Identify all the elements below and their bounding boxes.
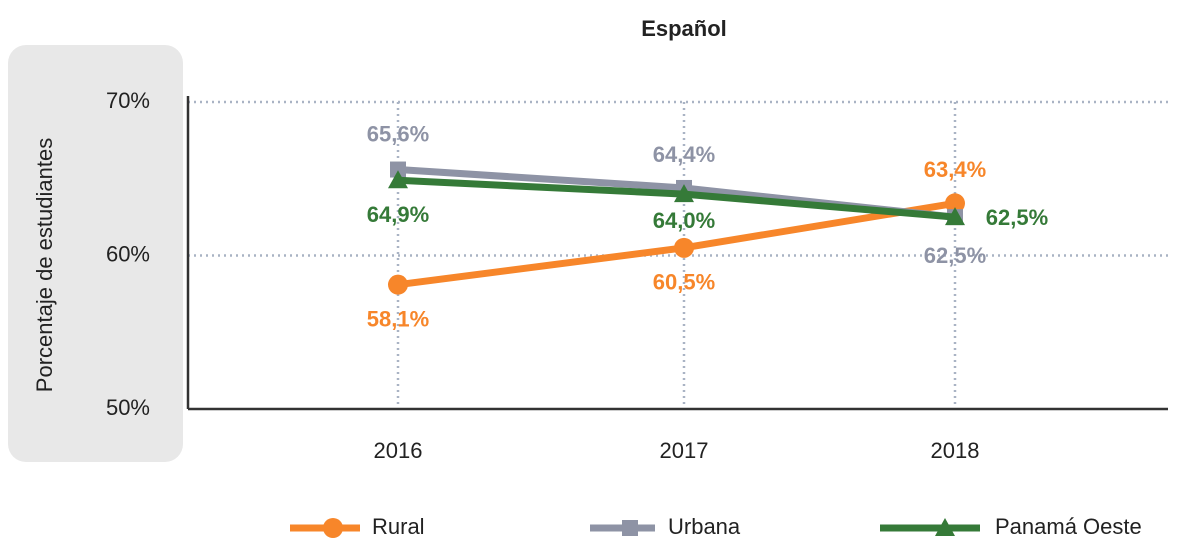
data-label: 64,4% [653, 142, 715, 167]
y-tick-label: 50% [106, 395, 150, 420]
x-tick-label: 2016 [374, 438, 423, 463]
marker [323, 518, 343, 538]
marker [935, 518, 955, 536]
y-tick-label: 70% [106, 88, 150, 113]
marker [388, 170, 408, 189]
marker [388, 274, 408, 295]
marker [945, 207, 965, 226]
y-axis-label: Porcentaje de estudiantes [32, 138, 57, 392]
data-label: 63,4% [924, 157, 986, 182]
legend-label: Panamá Oeste [995, 514, 1142, 539]
data-label: 60,5% [653, 270, 715, 295]
data-label: 65,6% [367, 121, 429, 146]
chart-title: Español [641, 16, 727, 41]
data-label: 58,1% [367, 306, 429, 331]
x-tick-label: 2017 [660, 438, 709, 463]
legend-label: Rural [372, 514, 425, 539]
marker [622, 520, 638, 536]
legend-label: Urbana [668, 514, 741, 539]
x-tick-label: 2018 [931, 438, 980, 463]
marker [945, 193, 965, 214]
data-label: 64,9% [367, 202, 429, 227]
data-label: 62,5% [986, 205, 1048, 230]
data-label: 64,0% [653, 208, 715, 233]
marker [390, 161, 406, 178]
marker [674, 237, 694, 258]
y-tick-label: 60% [106, 241, 150, 266]
marker [674, 184, 694, 203]
y-label-box [8, 45, 183, 462]
data-label: 62,5% [924, 243, 986, 268]
